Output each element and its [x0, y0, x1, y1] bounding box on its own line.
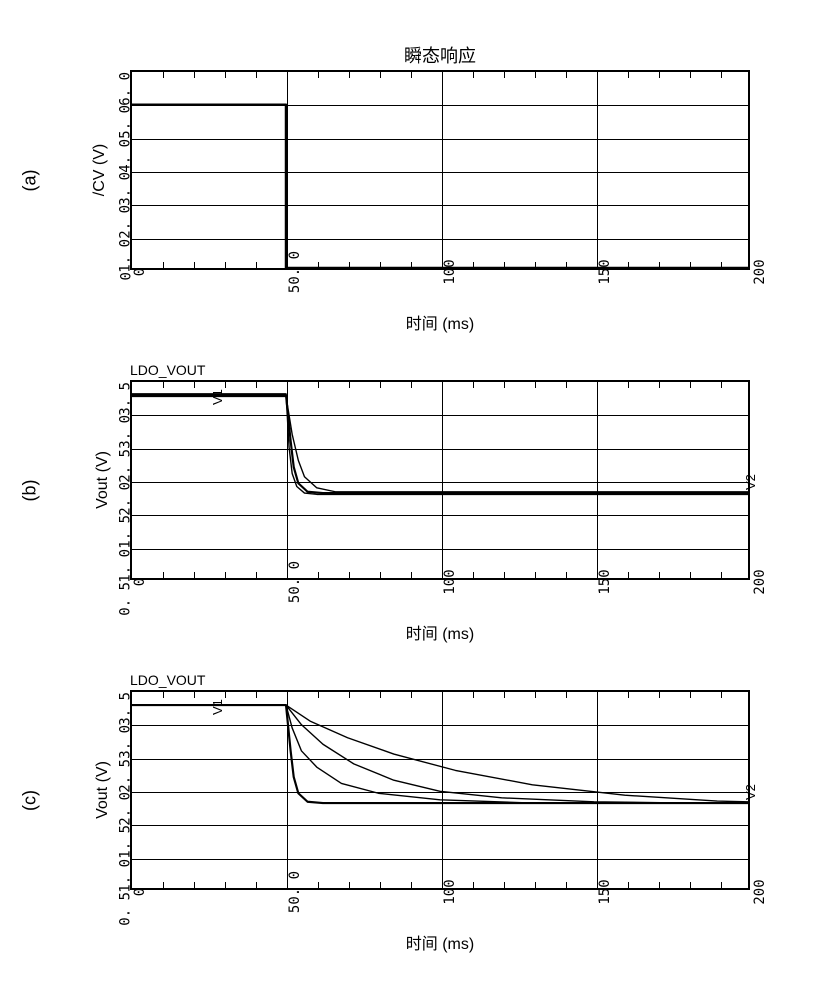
trace-layer: [132, 72, 748, 268]
trace-annotation: V2: [743, 474, 758, 490]
panel-a-label: (a): [20, 150, 41, 210]
trace-layer: [132, 382, 748, 578]
ylabel-c: Vout (V): [94, 761, 112, 819]
trace: [132, 105, 748, 268]
ytick-label: 0. 5: [118, 582, 134, 616]
plot-area-c: 0. 51. 01. 52. 02. 53. 03. 5050. 0100150…: [130, 690, 750, 890]
xtick-label: 200: [752, 879, 768, 904]
panel-a-row: (a) 瞬态响应 01. 02. 03. 04. 05. 06. 0050. 0…: [0, 40, 816, 320]
panel-b-label: (b): [20, 460, 41, 520]
trace-layer: [132, 692, 748, 888]
chart-b: LDO_VOUT 0. 51. 01. 52. 02. 53. 03. 5050…: [60, 350, 816, 630]
panel-c-label: (c): [20, 770, 41, 830]
corner-label-c: LDO_VOUT: [130, 672, 205, 688]
corner-label-b: LDO_VOUT: [130, 362, 205, 378]
xtick-label: 200: [752, 569, 768, 594]
trace: [132, 395, 748, 493]
trace-annotation: V1: [210, 389, 225, 405]
panel-b-row: (b) LDO_VOUT 0. 51. 01. 52. 02. 53. 03. …: [0, 350, 816, 630]
chart-a: 瞬态响应 01. 02. 03. 04. 05. 06. 0050. 01001…: [60, 40, 816, 320]
xtick-label: 200: [752, 259, 768, 284]
xtick-label: 0: [132, 268, 148, 276]
trace: [132, 705, 748, 803]
ylabel-a: /CV (V): [91, 144, 109, 196]
ytick-label: 0. 5: [118, 892, 134, 926]
trace: [132, 705, 748, 803]
chart-c: LDO_VOUT 0. 51. 01. 52. 02. 53. 03. 5050…: [60, 660, 816, 940]
trace: [132, 705, 748, 802]
plot-area-b: 0. 51. 01. 52. 02. 53. 03. 5050. 0100150…: [130, 380, 750, 580]
figure-title: 瞬态响应: [404, 42, 476, 68]
xlabel-c: 时间 (ms): [406, 930, 474, 954]
trace-annotation: V2: [743, 784, 758, 800]
trace: [132, 394, 748, 495]
trace-annotation: V1: [210, 699, 225, 715]
ylabel-b: Vout (V): [94, 451, 112, 509]
trace: [132, 705, 748, 803]
xlabel-b: 时间 (ms): [406, 620, 474, 644]
xtick-label: 0: [132, 578, 148, 586]
page: (a) 瞬态响应 01. 02. 03. 04. 05. 06. 0050. 0…: [0, 0, 816, 1000]
xlabel-a: 时间 (ms): [406, 310, 474, 334]
panel-c-row: (c) LDO_VOUT 0. 51. 01. 52. 02. 53. 03. …: [0, 660, 816, 940]
trace: [132, 396, 748, 491]
xtick-label: 0: [132, 888, 148, 896]
plot-area-a: 01. 02. 03. 04. 05. 06. 0050. 0100150200: [130, 70, 750, 270]
